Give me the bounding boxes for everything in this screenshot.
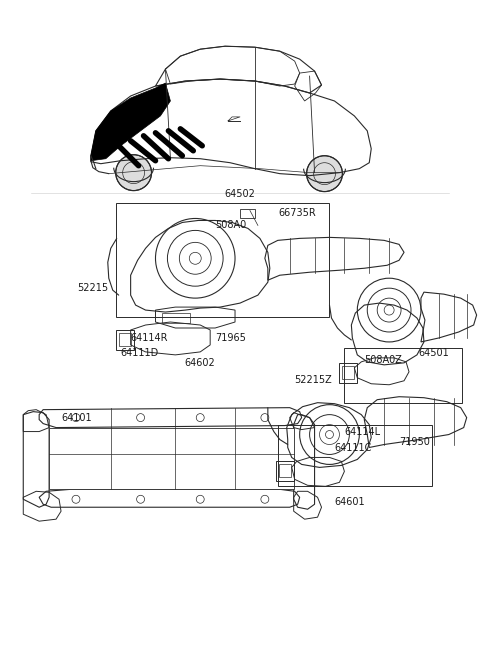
Bar [116, 202, 329, 317]
Bar [279, 464, 291, 477]
Bar [49, 428, 294, 489]
Text: 71965: 71965 [215, 333, 246, 343]
Bar [342, 366, 354, 379]
Text: 64114L: 64114L [344, 426, 381, 437]
Text: 64114R: 64114R [131, 333, 168, 343]
Bar [162, 313, 190, 323]
Text: 64111C: 64111C [335, 443, 372, 453]
Text: 64502: 64502 [225, 189, 255, 198]
Text: 64501: 64501 [419, 348, 449, 358]
Text: 52215: 52215 [78, 283, 109, 293]
Bar [276, 461, 294, 481]
Text: 64101: 64101 [61, 413, 92, 422]
Text: 52215Z: 52215Z [294, 375, 332, 384]
Bar [339, 363, 357, 383]
Text: 508A0: 508A0 [215, 221, 246, 231]
Text: 66735R: 66735R [279, 208, 316, 217]
Text: 64601: 64601 [334, 497, 365, 507]
Circle shape [307, 156, 342, 191]
Bar [278, 424, 432, 486]
Bar [119, 333, 131, 346]
Text: 508A0Z: 508A0Z [364, 355, 402, 365]
Bar [344, 348, 462, 403]
Circle shape [116, 155, 152, 191]
Text: 64602: 64602 [185, 358, 216, 368]
Bar [116, 330, 133, 350]
Text: 71950: 71950 [399, 436, 430, 447]
Bar [240, 208, 255, 219]
Text: 64111D: 64111D [120, 348, 159, 358]
Polygon shape [91, 83, 170, 160]
